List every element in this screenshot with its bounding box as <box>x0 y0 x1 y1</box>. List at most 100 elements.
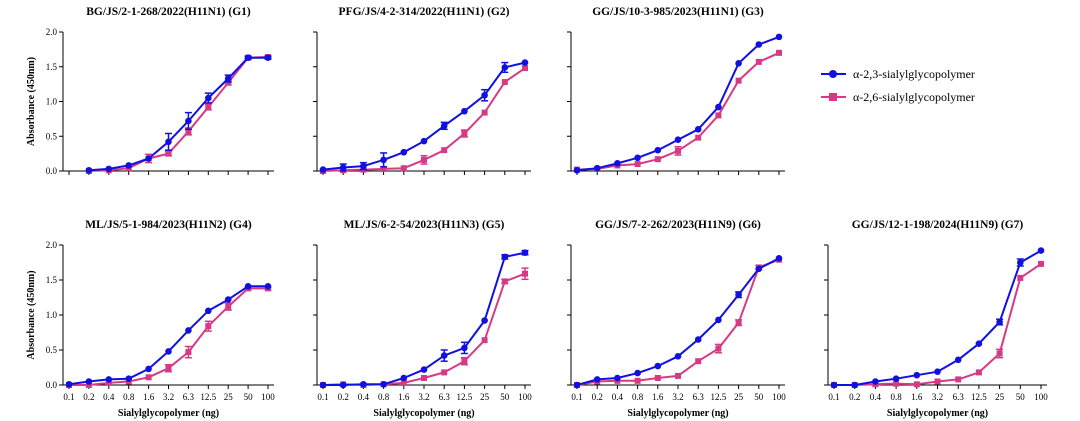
data-point-a23 <box>1037 247 1045 254</box>
data-point-a23 <box>105 376 113 383</box>
data-point-a23 <box>654 146 662 154</box>
series-a26 <box>66 285 272 388</box>
data-point-a26 <box>654 156 661 163</box>
data-point-a23 <box>244 54 252 62</box>
data-point-a26 <box>105 379 112 386</box>
data-point-a23 <box>319 381 327 389</box>
data-point-a23 <box>634 154 641 162</box>
data-point-a23 <box>400 374 408 382</box>
data-point-a23 <box>954 356 962 364</box>
series-line <box>322 61 526 171</box>
legend-entry-a26: α-2,6-sialylglycopolymer <box>821 90 975 104</box>
panel-title: GG/JS/12-1-198/2024(H11N9) (G7) <box>852 219 1024 231</box>
x-tick-label: 1.6 <box>911 392 923 402</box>
chart-panel: BG/JS/2-1-268/2022(H11N1) (G1) 0.0 0.5 1.0 1… <box>26 6 274 176</box>
data-point-a26 <box>205 104 212 111</box>
data-point-a23 <box>125 162 132 169</box>
x-tick-label: 3.2 <box>672 392 683 402</box>
series-a23 <box>319 59 529 173</box>
panel-title: PFG/JS/4-2-314/2022(H11N1) (G2) <box>339 6 510 18</box>
data-point-a26 <box>225 303 232 310</box>
series-a26 <box>574 49 782 173</box>
y-tick-label: 2.0 <box>46 27 58 37</box>
data-point-a26 <box>934 378 941 385</box>
x-tick-label: 6.3 <box>439 392 451 402</box>
data-point-a26 <box>165 365 172 372</box>
chart-panel: GG/JS/12-1-198/2024(H11N9) (G7) 0.1 0.2 0.4… <box>824 219 1048 419</box>
data-point-a26 <box>421 156 427 163</box>
data-point-a23 <box>85 378 93 385</box>
data-point-a23 <box>380 381 387 388</box>
x-tick-label: 12.5 <box>457 392 473 402</box>
data-point-a23 <box>913 371 921 379</box>
legend-label-a26: α-2,6-sialylglycopolymer <box>853 90 975 104</box>
series-line <box>88 56 268 172</box>
panel-title: ML/JS/6-2-54/2023(H11N3) (G5) <box>344 219 505 231</box>
x-tick-label: 3.2 <box>163 392 174 402</box>
x-axis-label: Sialylglycopolymer (ng) <box>627 408 728 419</box>
x-tick-label: 12.5 <box>200 392 216 402</box>
data-point-a23 <box>420 366 428 373</box>
data-point-a26 <box>441 147 448 154</box>
x-tick-label: 1.6 <box>143 392 155 402</box>
x-tick-label: 1.6 <box>398 392 410 402</box>
data-point-a26 <box>695 358 702 365</box>
data-point-a26 <box>1038 260 1044 267</box>
data-point-a26 <box>461 130 468 137</box>
data-point-a26 <box>776 49 782 56</box>
series-line <box>576 258 780 386</box>
legend-marker-square <box>829 93 837 101</box>
data-point-a23 <box>593 164 601 172</box>
series-a23 <box>65 283 272 388</box>
data-point-a26 <box>955 376 962 383</box>
data-point-a23 <box>715 103 722 111</box>
data-point-a23 <box>735 59 742 67</box>
data-point-a26 <box>735 77 742 84</box>
data-point-a23 <box>440 122 448 130</box>
x-tick-label: 0.1 <box>317 392 328 402</box>
data-point-a26 <box>501 278 508 285</box>
data-point-a23 <box>694 126 702 133</box>
x-tick-label: 100 <box>518 392 532 402</box>
x-tick-label: 0.8 <box>632 392 644 402</box>
x-tick-label: 12.5 <box>711 392 727 402</box>
data-point-a23 <box>573 381 581 389</box>
data-point-a23 <box>264 283 272 290</box>
data-point-a23 <box>934 368 941 376</box>
x-tick-label: 0.1 <box>571 392 582 402</box>
x-tick-label: 6.3 <box>183 392 195 402</box>
data-point-a23 <box>775 254 783 262</box>
data-point-a26 <box>1017 274 1024 281</box>
x-axis-label: Sialylglycopolymer (ng) <box>118 408 219 419</box>
data-point-a26 <box>85 382 92 388</box>
data-point-a23 <box>996 318 1003 326</box>
data-point-a23 <box>755 265 763 273</box>
x-tick-label: 0.4 <box>870 392 882 402</box>
x-tick-label: 6.3 <box>953 392 965 402</box>
data-point-a26 <box>145 374 152 381</box>
x-tick-label: 50 <box>500 392 510 402</box>
panel-title: GG/JS/7-2-262/2023(H11N9) (G6) <box>595 219 761 231</box>
series-a23 <box>85 54 272 174</box>
data-point-a23 <box>674 353 682 360</box>
y-tick-label: 1.5 <box>46 275 58 285</box>
data-point-a26 <box>501 79 508 86</box>
y-tick-label: 0.5 <box>46 131 58 141</box>
x-tick-label: 12.5 <box>971 392 987 402</box>
panel-title: BG/JS/2-1-268/2022(H11N1) (G1) <box>86 6 251 18</box>
data-point-a26 <box>996 350 1003 357</box>
data-point-a26 <box>695 134 702 141</box>
data-point-a26 <box>461 358 468 365</box>
data-point-a26 <box>165 150 172 157</box>
data-point-a26 <box>421 375 427 381</box>
data-point-a23 <box>440 352 448 359</box>
x-tick-label: 0.2 <box>592 392 603 402</box>
x-tick-label: 0.8 <box>378 392 390 402</box>
x-tick-label: 3.2 <box>418 392 429 402</box>
x-axis-label: Sialylglycopolymer (ng) <box>373 408 474 419</box>
data-point-a23 <box>892 375 900 383</box>
x-tick-label: 25 <box>734 392 744 402</box>
x-tick-label: 50 <box>1016 392 1026 402</box>
data-point-a26 <box>634 377 641 384</box>
